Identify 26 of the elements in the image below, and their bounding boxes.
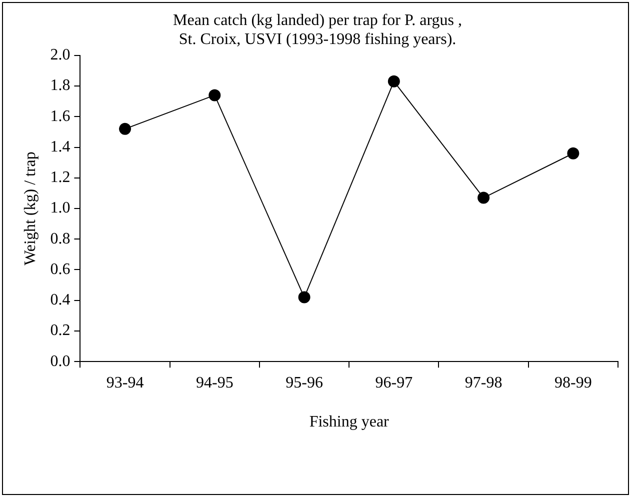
point: [567, 147, 580, 160]
x-tick-label: 93-94: [106, 374, 144, 392]
x-tick-label: 95-96: [286, 374, 323, 392]
point: [478, 192, 490, 204]
y-tick-label: 1.6: [50, 108, 70, 125]
y-tick-label: 1.2: [50, 169, 70, 186]
point: [298, 291, 310, 304]
y-tick-label: 1.0: [50, 200, 70, 217]
y-tick-label: 0.2: [50, 322, 70, 340]
x-tick-label: 98-99: [554, 374, 592, 392]
y-tick-label: 1.8: [50, 77, 70, 94]
y-tick-label: 0.0: [50, 352, 70, 370]
point: [388, 75, 400, 88]
y-tick-label: 0.6: [50, 260, 70, 278]
y-tick-label: 2.0: [50, 46, 70, 64]
point: [119, 122, 132, 135]
y-tick-label: 0.4: [50, 292, 70, 309]
x-axis-title: Fishing year: [309, 414, 390, 431]
chart-title: Mean catch (kg landed) per trap for P. argus , St. Croix, USVI (1993-1998 fishing years).: [173, 12, 462, 48]
x-tick-label: 97-98: [464, 374, 502, 392]
x-tick-label: 94-95: [196, 374, 234, 392]
point: [208, 89, 221, 102]
y-tick-label: 0.8: [50, 230, 70, 248]
y-axis-title: Weight (kg) / trap: [22, 152, 39, 266]
y-tick-label: 1.4: [50, 138, 70, 156]
x-tick-label: 96-97: [375, 374, 413, 392]
